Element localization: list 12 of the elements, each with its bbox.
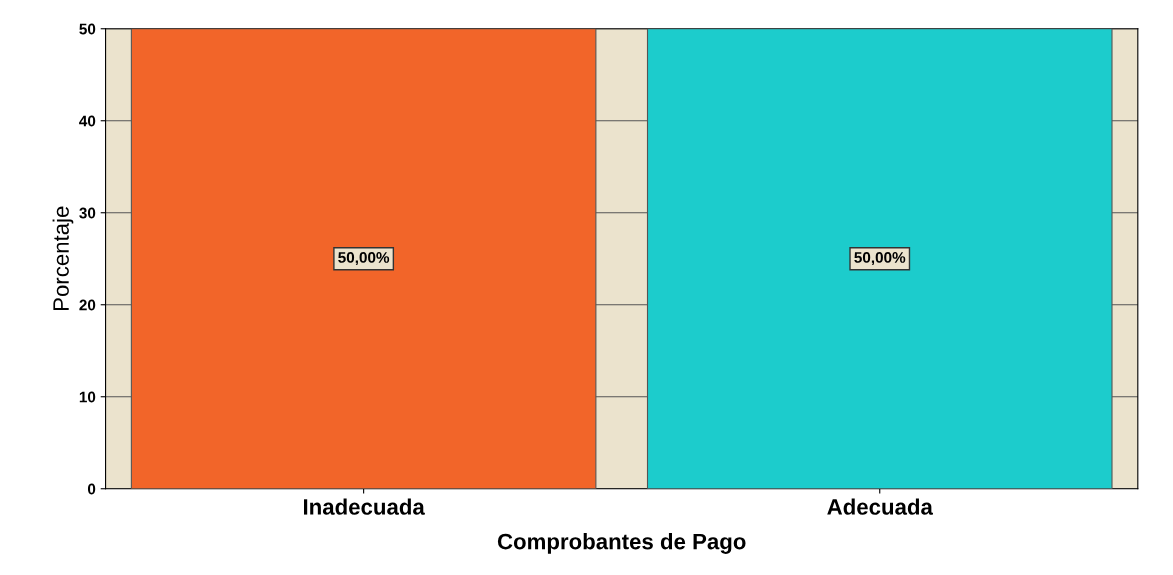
data-label: 50,00% — [338, 252, 390, 266]
y-tick-label: 40 — [79, 115, 96, 127]
data-label: 50,00% — [854, 252, 906, 266]
x-axis-title: Comprobantes de Pago — [497, 533, 746, 554]
y-tick-label: 0 — [87, 483, 96, 495]
y-tick-label: 30 — [79, 207, 96, 219]
y-tick-label: 20 — [79, 299, 96, 311]
y-axis-title: Porcentaje — [52, 206, 74, 311]
y-tick-label: 50 — [79, 23, 96, 35]
x-tick-label: Adecuada — [827, 498, 933, 515]
y-tick-label: 10 — [79, 391, 96, 403]
x-tick-label: Inadecuada — [303, 498, 425, 515]
